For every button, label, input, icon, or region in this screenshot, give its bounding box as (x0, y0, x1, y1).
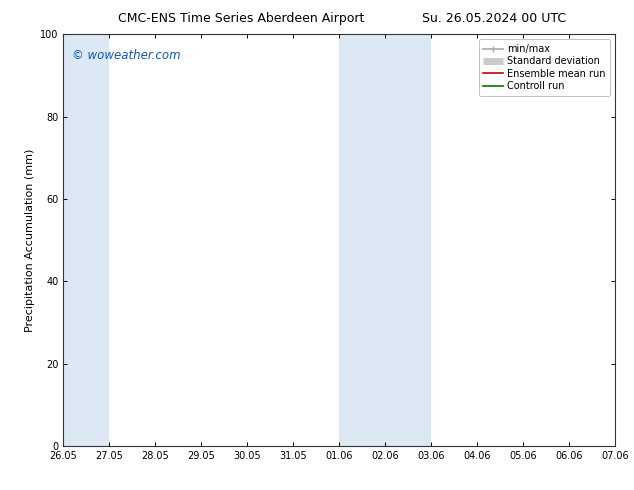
Text: © woweather.com: © woweather.com (72, 49, 180, 62)
Bar (63, 34, 110, 446)
Text: Su. 26.05.2024 00 UTC: Su. 26.05.2024 00 UTC (422, 12, 567, 25)
Legend: min/max, Standard deviation, Ensemble mean run, Controll run: min/max, Standard deviation, Ensemble me… (479, 39, 610, 96)
Y-axis label: Precipitation Accumulation (mm): Precipitation Accumulation (mm) (25, 148, 35, 332)
Text: CMC-ENS Time Series Aberdeen Airport: CMC-ENS Time Series Aberdeen Airport (118, 12, 364, 25)
Bar (339, 34, 431, 446)
